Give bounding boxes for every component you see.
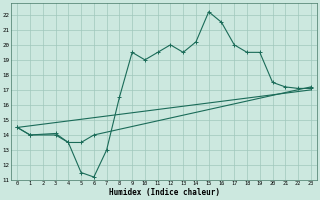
X-axis label: Humidex (Indice chaleur): Humidex (Indice chaleur) [108, 188, 220, 197]
